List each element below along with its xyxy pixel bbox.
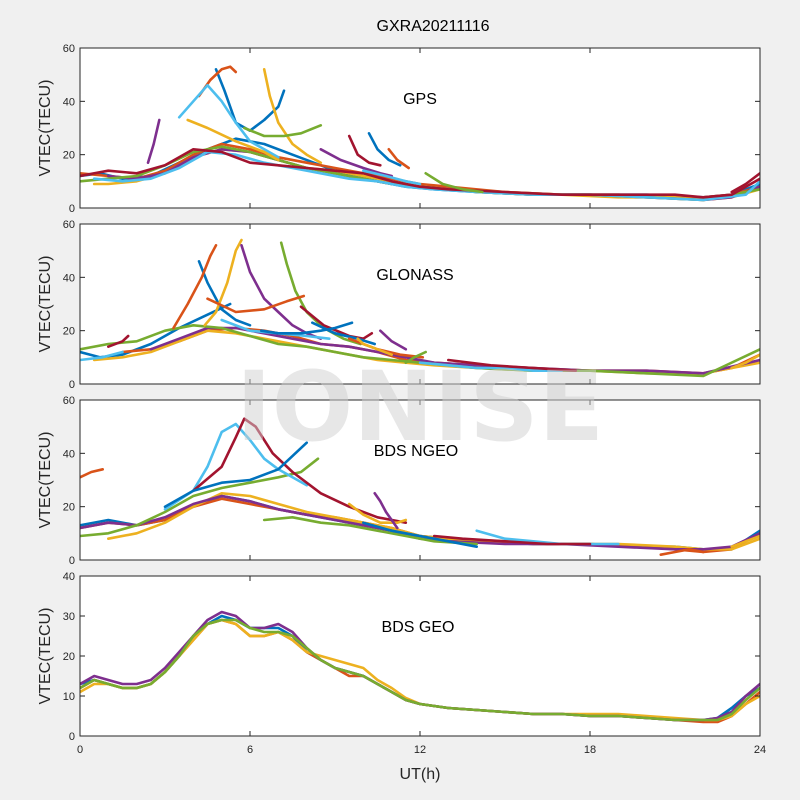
y-tick-label: 20 bbox=[63, 651, 75, 663]
plot-area bbox=[80, 576, 760, 736]
x-axis-label: UT(h) bbox=[400, 766, 441, 783]
series-line bbox=[367, 132, 402, 167]
series-line bbox=[80, 494, 760, 551]
series-line bbox=[80, 618, 760, 722]
series-line bbox=[418, 361, 563, 372]
y-axis-label: VTEC(TECU) bbox=[37, 80, 54, 177]
panel-annotation: GLONASS bbox=[376, 267, 453, 284]
series-line bbox=[80, 324, 760, 378]
x-tick-label: 12 bbox=[414, 744, 426, 756]
series-line bbox=[80, 350, 124, 362]
y-tick-label: 40 bbox=[63, 96, 75, 108]
series-line bbox=[373, 492, 399, 530]
series-line bbox=[387, 148, 410, 170]
series-line bbox=[206, 294, 306, 314]
x-tick-label: 24 bbox=[754, 744, 766, 756]
plot-area bbox=[80, 400, 760, 560]
y-tick-label: 60 bbox=[63, 43, 75, 55]
panel-2: 0 20 40 60 VTEC(TECU) GLONASS bbox=[37, 219, 761, 391]
series-line bbox=[432, 534, 592, 546]
y-tick-label: 20 bbox=[63, 150, 75, 162]
y-tick-label: 30 bbox=[63, 611, 75, 623]
series-line bbox=[347, 134, 382, 167]
y-tick-label: 40 bbox=[63, 571, 75, 583]
series-group bbox=[80, 610, 760, 724]
series-line bbox=[319, 148, 393, 178]
series-line bbox=[203, 238, 243, 327]
panel-annotation: BDS NGEO bbox=[374, 443, 458, 460]
plot-area bbox=[80, 48, 760, 208]
series-line bbox=[107, 334, 130, 348]
series-line bbox=[730, 353, 760, 370]
y-axis-label: VTEC(TECU) bbox=[37, 432, 54, 529]
x-tick-label: 6 bbox=[247, 744, 253, 756]
x-tick-label: 18 bbox=[584, 744, 596, 756]
y-tick-label: 60 bbox=[63, 395, 75, 407]
series-line bbox=[311, 321, 376, 346]
series-line bbox=[177, 84, 280, 159]
y-tick-label: 0 bbox=[69, 731, 75, 743]
series-line bbox=[356, 337, 393, 356]
y-tick-label: 60 bbox=[63, 219, 75, 231]
y-tick-label: 40 bbox=[63, 272, 75, 284]
series-line bbox=[80, 148, 760, 199]
series-line bbox=[262, 516, 478, 546]
series-line bbox=[163, 441, 308, 508]
series-line bbox=[172, 244, 218, 330]
y-tick-label: 20 bbox=[63, 502, 75, 514]
y-tick-label: 40 bbox=[63, 448, 75, 460]
series-line bbox=[404, 350, 427, 364]
series-line bbox=[262, 68, 323, 164]
series-line bbox=[730, 534, 760, 548]
series-group bbox=[80, 65, 760, 202]
series-line bbox=[362, 521, 478, 548]
series-line bbox=[362, 169, 422, 186]
panel-1: 0 20 40 60 VTEC(TECU) GPS bbox=[37, 43, 761, 215]
series-line bbox=[347, 502, 408, 524]
series-line bbox=[197, 260, 252, 327]
panel-annotation: GPS bbox=[403, 91, 437, 108]
series-group bbox=[80, 417, 760, 556]
series-group bbox=[80, 238, 760, 378]
y-tick-label: 10 bbox=[63, 691, 75, 703]
panel-4: 0 10 20 30 40 0 6 12 18 24 VTEC(TECU) UT(h) BDS GEO bbox=[37, 571, 766, 783]
series-line bbox=[260, 321, 354, 335]
series-line bbox=[379, 329, 408, 351]
panel-3: 0 20 40 60 VTEC(TECU) BDS NGEO bbox=[37, 395, 761, 567]
y-tick-label: 0 bbox=[69, 379, 75, 391]
series-line bbox=[186, 118, 280, 162]
series-line bbox=[424, 172, 484, 194]
y-axis-label: VTEC(TECU) bbox=[37, 608, 54, 705]
y-tick-label: 0 bbox=[69, 555, 75, 567]
watermark: IONISE bbox=[236, 351, 604, 463]
series-line bbox=[659, 548, 705, 556]
series-line bbox=[475, 529, 620, 546]
y-axis-label: VTEC(TECU) bbox=[37, 256, 54, 353]
series-line bbox=[243, 124, 323, 138]
panel-annotation: BDS GEO bbox=[382, 619, 455, 636]
series-line bbox=[447, 358, 578, 372]
series-line bbox=[163, 422, 308, 511]
series-line bbox=[92, 150, 760, 202]
series-line bbox=[146, 118, 161, 164]
series-line bbox=[80, 468, 104, 479]
series-line bbox=[730, 172, 760, 194]
figure-title: GXRA20211116 bbox=[377, 18, 490, 35]
y-tick-label: 0 bbox=[69, 203, 75, 215]
x-tick-label: 0 bbox=[77, 744, 83, 756]
y-tick-label: 20 bbox=[63, 326, 75, 338]
